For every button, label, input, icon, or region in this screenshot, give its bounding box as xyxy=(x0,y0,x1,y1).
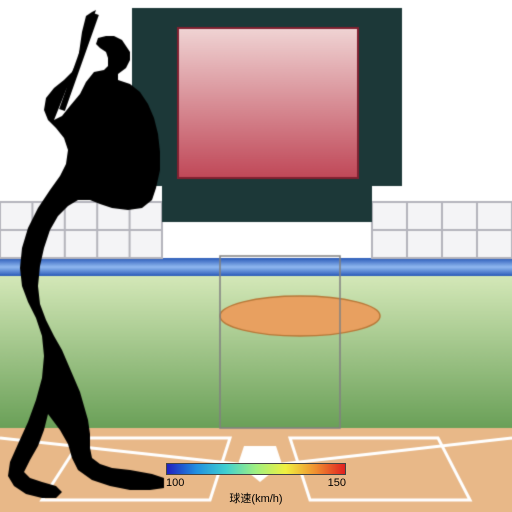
legend-ticks: 100 150 xyxy=(166,477,346,489)
pitch-chart-canvas xyxy=(0,0,512,512)
speed-legend: 100 150 球速(km/h) xyxy=(166,463,346,506)
legend-tick-100: 100 xyxy=(166,477,184,489)
legend-gradient-bar xyxy=(166,463,346,475)
legend-tick-150: 150 xyxy=(328,477,346,489)
legend-label: 球速(km/h) xyxy=(166,490,346,506)
